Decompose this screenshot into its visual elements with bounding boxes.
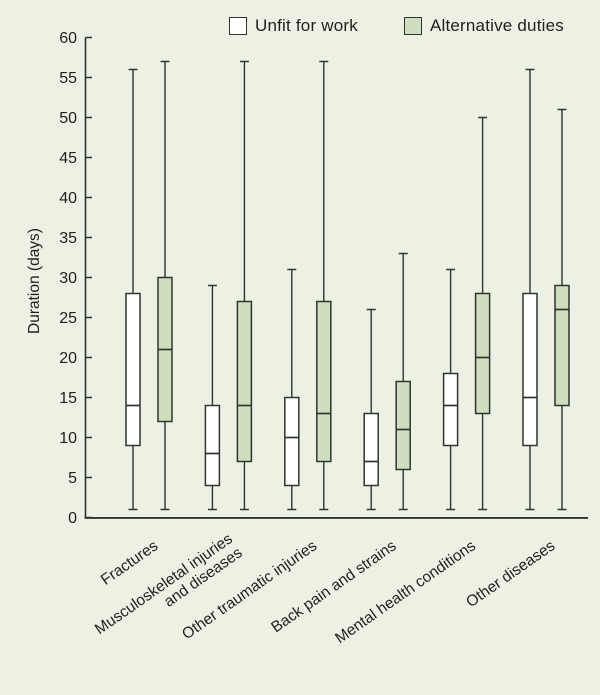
box-unfit-for-work-4 [442, 268, 459, 511]
box-unfit-for-work-2 [284, 268, 300, 511]
alternative-duties-swatch-icon [403, 17, 422, 35]
y-tick-label: 60 [59, 30, 77, 47]
iqr-box [395, 380, 411, 471]
iqr-box [363, 412, 379, 487]
box-alternative-duties-5 [554, 108, 570, 511]
y-tick-label: 25 [59, 310, 77, 327]
iqr-box [442, 372, 459, 447]
iqr-box [554, 284, 570, 407]
y-axis-title: Duration (days) [26, 228, 43, 334]
y-tick-label: 20 [59, 350, 77, 367]
y-tick-label: 5 [68, 470, 77, 487]
y-tick-label: 55 [59, 70, 77, 87]
iqr-box [522, 292, 538, 447]
iqr-box [236, 300, 253, 463]
box-alternative-duties-1 [236, 60, 253, 511]
iqr-box [204, 404, 221, 487]
y-tick-label: 50 [59, 110, 77, 127]
y-tick-label: 40 [59, 190, 77, 207]
category-label-4: Mental health conditions [332, 537, 479, 647]
iqr-box [474, 292, 491, 415]
y-tick-label: 30 [59, 270, 77, 287]
legend-label-unfit-for-work: Unfit for work [255, 16, 358, 35]
y-tick-label: 10 [59, 430, 77, 447]
y-tick-label: 0 [68, 510, 77, 527]
box-alternative-duties-3 [395, 252, 411, 511]
iqr-box [125, 292, 141, 447]
box-unfit-for-work-1 [204, 284, 221, 511]
unfit-for-work-swatch-icon [229, 17, 247, 35]
iqr-box [284, 396, 300, 487]
box-alternative-duties-2 [316, 60, 332, 511]
box-alternative-duties-4 [474, 116, 491, 511]
box-unfit-for-work-5 [522, 68, 538, 511]
box-unfit-for-work-0 [125, 68, 141, 511]
y-tick-label: 35 [59, 230, 77, 247]
category-label-1: Musculoskeletal injuriesand diseases [92, 530, 246, 652]
iqr-box [316, 300, 332, 463]
y-tick-label: 45 [59, 150, 77, 167]
box-alternative-duties-0 [157, 60, 173, 511]
legend-item-alternative-duties: Alternative duties [403, 16, 564, 36]
category-label-5: Other diseases [463, 537, 558, 611]
legend-label-alternative-duties: Alternative duties [429, 16, 564, 35]
y-tick-label: 15 [59, 390, 77, 407]
legend: Unfit for work Alternative duties [229, 16, 564, 36]
box-unfit-for-work-3 [363, 308, 379, 511]
legend-item-unfit-for-work: Unfit for work [229, 16, 358, 36]
